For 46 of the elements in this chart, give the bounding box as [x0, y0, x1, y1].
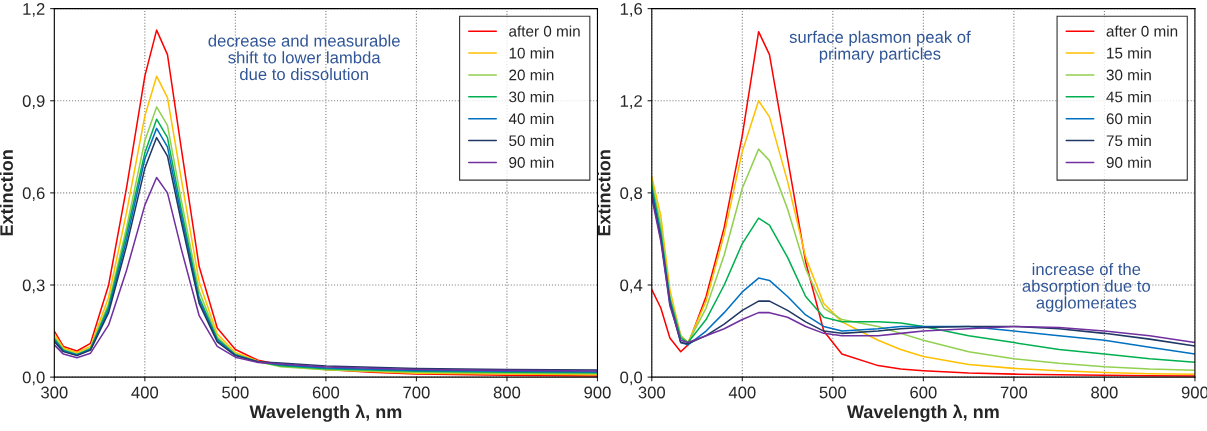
y-tick-label: 0,8 — [620, 187, 643, 202]
x-tick-label: 400 — [131, 386, 159, 399]
x-tick-label: 900 — [584, 386, 611, 399]
x-axis-title: Wavelength λ, nm — [846, 404, 999, 422]
legend-label: 15 min — [1107, 47, 1151, 59]
y-tick-label: 1,2 — [23, 3, 45, 17]
x-tick-label: 500 — [222, 386, 249, 399]
y-tick-label: 0,3 — [22, 279, 45, 294]
y-tick-label: 0,6 — [22, 187, 45, 202]
x-tick-label: 800 — [493, 386, 521, 399]
legend-label: 50 min — [509, 134, 554, 147]
x-tick-label: 700 — [1000, 386, 1028, 399]
y-tick-label: 0,4 — [620, 279, 643, 294]
x-tick-label: 400 — [728, 386, 756, 399]
y-tick-label: 1,6 — [620, 3, 643, 17]
legend-label: 60 min — [1106, 112, 1151, 125]
x-tick-label: 300 — [638, 386, 666, 399]
legend-label: 75 min — [1106, 134, 1151, 147]
line-series — [651, 148, 1195, 371]
x-tick-label: 800 — [1091, 386, 1118, 399]
y-axis-title: Extinction — [0, 150, 13, 236]
annotation: increase of the absorption due to agglomerates — [1022, 262, 1151, 312]
x-tick-label: 600 — [312, 386, 340, 399]
x-tick-label: 700 — [403, 386, 430, 399]
y-tick-label: 0,0 — [22, 371, 45, 386]
x-tick-label: 500 — [819, 386, 847, 399]
legend-label: 20 min — [509, 69, 554, 81]
y-tick-label: 0,0 — [620, 371, 643, 386]
y-axis-title: Extinction — [597, 150, 611, 236]
line-series — [54, 176, 598, 372]
legend-label: 30 min — [1106, 69, 1151, 81]
legend-label: 40 min — [508, 112, 554, 125]
y-tick-label: 1,2 — [620, 95, 642, 109]
annotation: decrease and measurable shift to lower lambda due to dissolution — [208, 34, 400, 81]
legend-label: 10 min — [509, 47, 554, 59]
legend-label: 45 min — [1106, 91, 1151, 103]
legend-label: 90 min — [509, 156, 554, 168]
legend-label: after 0 min — [509, 25, 580, 37]
x-tick-label: 300 — [41, 386, 68, 399]
x-axis-title: Wavelength λ, nm — [249, 404, 402, 422]
y-tick-label: 0,9 — [22, 95, 45, 109]
x-tick-label: 600 — [910, 386, 937, 399]
legend-label: 90 min — [1106, 156, 1151, 168]
legend-label: 30 min — [509, 91, 554, 103]
annotation: surface plasmon peak of primary particles — [789, 30, 971, 64]
legend-label: after 0 min — [1106, 25, 1178, 37]
